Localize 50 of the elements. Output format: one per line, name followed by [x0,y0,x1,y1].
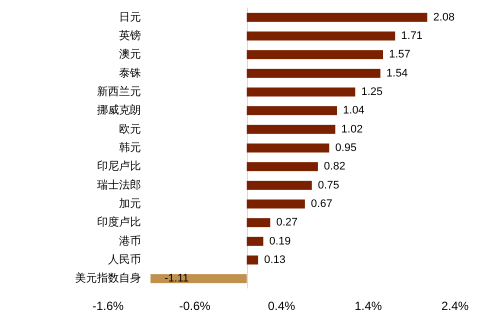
y-tick-label: 欧元 [119,123,141,136]
data-label: 1.04 [343,104,364,117]
y-tick-label: 印度卢比 [97,216,141,229]
y-tick-label: 港币 [119,234,141,248]
bar [246,68,380,78]
bar [150,274,247,284]
data-label: 0.95 [335,142,357,154]
x-tick-label: 0.4% [268,299,296,313]
bar [246,218,270,228]
data-label: 0.27 [276,216,298,229]
bar [246,144,330,152]
x-tick-label: 2.4% [441,299,469,313]
data-label: 1.54 [386,67,408,80]
bar [246,162,318,172]
y-tick-label: 泰铢 [119,67,141,80]
y-tick-label: 日元 [119,11,141,24]
x-tick-label: -0.6% [179,299,211,313]
x-tick-label: -1.6% [92,299,124,313]
bar [246,32,396,40]
data-label: 0.75 [318,179,340,192]
data-label: 2.08 [433,11,455,24]
data-label: 0.82 [324,160,346,173]
data-label: 0.13 [264,254,286,266]
data-label: 1.57 [388,48,410,61]
y-tick-label: 瑞士法郎 [97,178,141,192]
bar [246,12,428,22]
bar [246,256,258,264]
data-label: 1.25 [361,86,383,98]
bar [246,124,336,134]
bar [246,50,383,60]
y-tick-label: 加元 [119,197,141,210]
bar [246,180,312,190]
data-label: 1.02 [341,123,363,136]
y-tick-label: 人民币 [108,253,141,266]
y-tick-label: 英镑 [119,29,141,42]
y-tick-label: 韩元 [119,141,141,154]
y-tick-label: 美元指数自身 [75,272,141,285]
data-label: -1.11 [164,272,189,285]
y-tick-label: 印尼卢比 [97,160,141,173]
bar [246,88,356,96]
data-label: 0.19 [269,235,291,248]
data-label: 1.71 [401,30,423,42]
bar [246,200,305,208]
y-tick-label: 新西兰元 [97,85,141,98]
y-tick-label: 挪威克朗 [97,104,141,117]
bar [246,106,338,116]
y-tick-label: 澳元 [119,48,141,61]
x-tick-label: 1.4% [354,299,382,313]
bar [246,236,264,246]
data-label: 0.67 [310,198,332,210]
